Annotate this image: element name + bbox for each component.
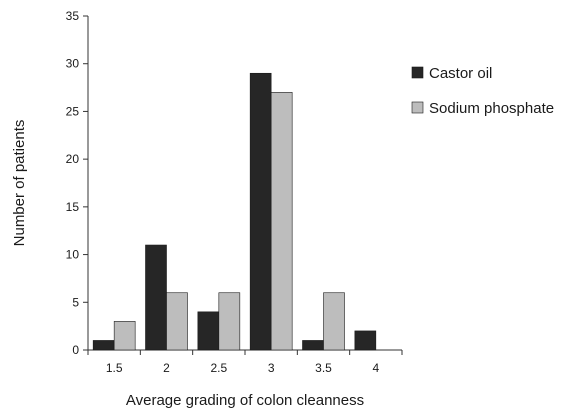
legend-label: Castor oil [429, 65, 492, 82]
bars [92, 72, 377, 351]
y-tick-label: 15 [66, 200, 80, 214]
x-tick-label: 3 [268, 361, 275, 375]
bar-castor-oil [145, 244, 167, 351]
y-tick-label: 30 [66, 57, 80, 71]
bar-castor-oil [354, 330, 377, 351]
bar-castor-oil [302, 340, 324, 351]
x-ticks: 1.5 2 2.5 3 3.5 4 [87, 350, 403, 375]
y-tick-label: 5 [72, 295, 79, 309]
y-tick-label: 0 [72, 343, 79, 357]
legend: Castor oil Sodium phosphate [411, 65, 554, 117]
bar-sodium-phosphate [113, 321, 136, 351]
bar-sodium-phosphate [218, 292, 241, 351]
bar-sodium-phosphate [166, 292, 188, 351]
x-tick-label: 4 [372, 361, 379, 375]
bar-sodium-phosphate [323, 292, 345, 351]
x-tick-label: 2.5 [210, 361, 227, 375]
y-tick-label: 35 [66, 9, 80, 23]
bar-castor-oil [197, 311, 220, 351]
y-tick-label: 10 [66, 248, 80, 262]
bar-sodium-phosphate [270, 92, 293, 351]
bar-castor-oil [249, 72, 272, 351]
legend-swatch [411, 101, 424, 114]
x-tick-label: 3.5 [315, 361, 332, 375]
bar-castor-oil [92, 340, 115, 351]
x-tick-label: 1.5 [106, 361, 123, 375]
axes [87, 16, 402, 351]
y-tick-label: 25 [66, 104, 80, 118]
y-axis-title: Number of patients [11, 120, 28, 247]
x-tick-label: 2 [163, 361, 170, 375]
y-ticks: 0 5 10 15 20 25 30 35 [66, 9, 88, 357]
x-axis-title: Average grading of colon cleanness [126, 392, 364, 409]
legend-label: Sodium phosphate [429, 100, 554, 117]
legend-swatch [411, 66, 424, 79]
y-tick-label: 20 [66, 152, 80, 166]
